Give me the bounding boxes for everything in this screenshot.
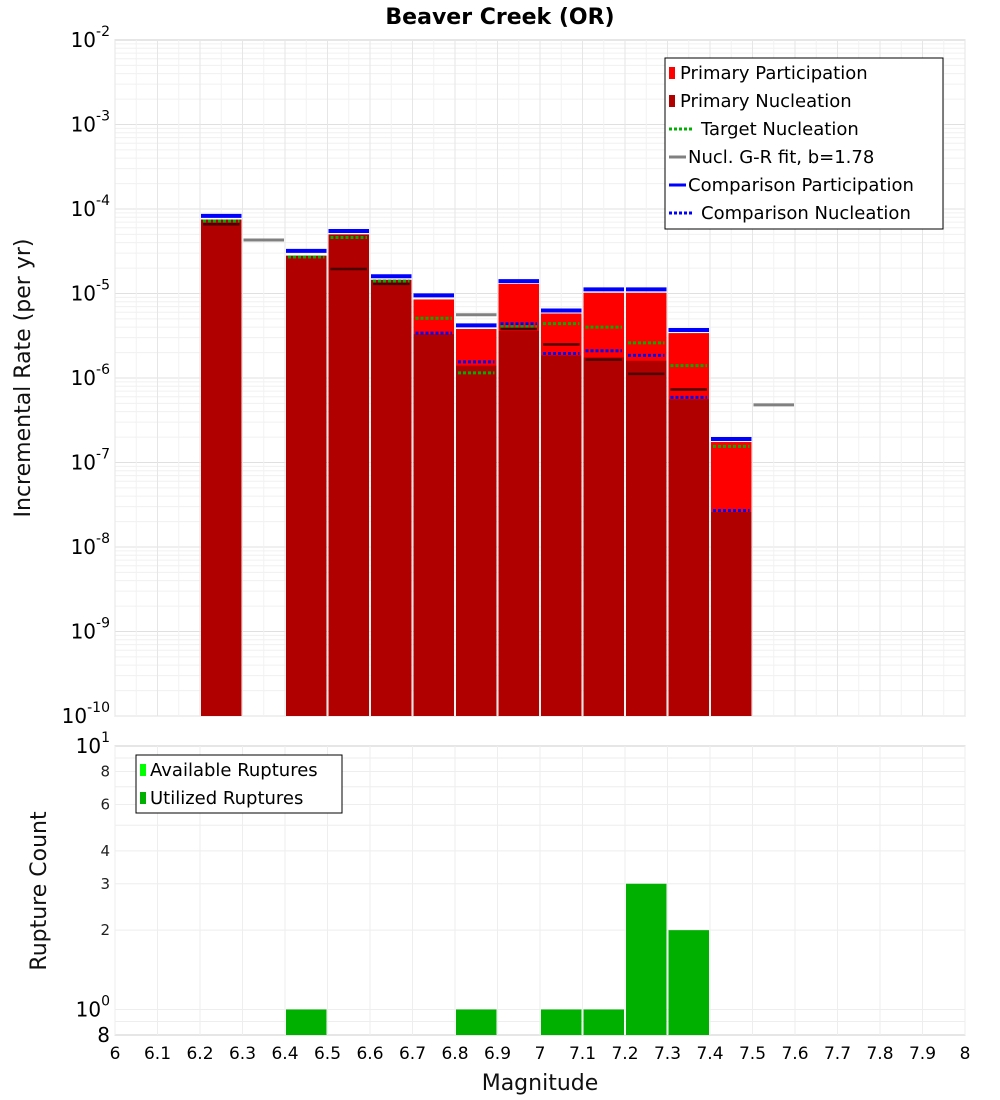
utilized-ruptures-bar (626, 883, 667, 1035)
rate-legend-box (664, 57, 944, 230)
legend-label: Comparison Nucleation (701, 203, 911, 224)
magnitude-x-tick-label: 6.1 (144, 1044, 171, 1064)
magnitude-x-tick-label: 7.8 (866, 1044, 893, 1064)
count-y-tick-label: 8 (97, 1023, 110, 1047)
magnitude-x-axis-ticks: 6 6.1 6.2 6.3 6.4 6.5 6.6 6.7 6.8 6.9 7 7.1 7.2 7.3 7.… (110, 1044, 971, 1064)
count-y-tick-label: 101 (76, 730, 110, 758)
count-y-tick-label: 100 (76, 993, 110, 1021)
count-y-axis-title: Rupture Count (27, 811, 52, 971)
rate-y-tick-label: 10-10 (62, 700, 110, 728)
count-y-tick-label: 8 (100, 763, 110, 781)
magnitude-x-tick-label: 6.6 (356, 1044, 383, 1064)
legend-label: Nucl. G-R fit, b=1.78 (688, 147, 874, 168)
legend-swatch (669, 67, 675, 79)
magnitude-x-tick-label: 7.7 (824, 1044, 851, 1064)
magnitude-x-tick-label: 6.5 (314, 1044, 341, 1064)
count-y-tick-label: 3 (100, 875, 110, 893)
magnitude-x-tick-label: 7 (535, 1044, 546, 1064)
utilized-ruptures-bar (541, 1009, 582, 1035)
count-y-tick-label: 6 (100, 795, 110, 813)
nucleation-bar (498, 330, 539, 716)
magnitude-x-axis-title: Magnitude (482, 1071, 599, 1096)
magnitude-x-tick-label: 6.3 (229, 1044, 256, 1064)
magnitude-x-tick-label: 7.2 (611, 1044, 638, 1064)
legend-label: Comparison Participation (688, 175, 914, 196)
magnitude-x-tick-label: 7.3 (654, 1044, 681, 1064)
rate-legend: Primary Participation Primary Nucleation T… (664, 57, 944, 230)
nucleation-bar (668, 399, 709, 716)
utilized-ruptures-bar (286, 1009, 327, 1035)
magnitude-x-tick-label: 6 (110, 1044, 121, 1064)
rate-y-axis-title: Incremental Rate (per yr) (11, 239, 36, 518)
count-plot-marks (286, 883, 709, 1035)
count-legend: Available Ruptures Utilized Ruptures (135, 754, 343, 814)
rate-y-tick-label: 10-9 (71, 616, 110, 644)
count-y-tick-label: 2 (100, 921, 110, 939)
nucleation-bar (328, 234, 369, 717)
nucleation-bar (583, 357, 624, 716)
magnitude-x-tick-label: 6.7 (399, 1044, 426, 1064)
legend-swatch (669, 95, 675, 107)
legend-label: Primary Participation (680, 63, 868, 84)
rate-y-tick-label: 10-5 (71, 278, 110, 306)
magnitude-x-tick-label: 6.2 (186, 1044, 213, 1064)
nucleation-bar (541, 355, 582, 716)
nucleation-bar (626, 360, 667, 716)
magnitude-x-tick-label: 6.9 (484, 1044, 511, 1064)
magnitude-x-tick-label: 7.6 (781, 1044, 808, 1064)
magnitude-x-tick-label: 7.1 (569, 1044, 596, 1064)
nucleation-bar (456, 365, 497, 716)
chart-title: Beaver Creek (OR) (385, 5, 614, 30)
nucleation-bar (413, 334, 454, 716)
utilized-ruptures-bar (668, 930, 709, 1035)
nucleation-bar (201, 219, 242, 717)
nucleation-bar (371, 279, 412, 716)
rate-plot-marks (201, 213, 794, 717)
rate-y-tick-label: 10-3 (71, 109, 110, 137)
magnitude-x-tick-label: 6.4 (271, 1044, 298, 1064)
rate-y-tick-label: 10-8 (71, 531, 110, 559)
magnitude-x-tick-label: 7.5 (739, 1044, 766, 1064)
legend-label: Primary Nucleation (680, 91, 852, 112)
rate-y-tick-label: 10-7 (71, 447, 110, 475)
rate-y-tick-label: 10-6 (71, 362, 111, 390)
magnitude-x-tick-label: 7.4 (696, 1044, 723, 1064)
magnitude-x-tick-label: 8 (960, 1044, 971, 1064)
count-legend-box (135, 754, 343, 814)
rate-y-axis-ticks: 10-2 10-3 10-4 10-5 10-6 10-7 10-8 10-9 10-10 (62, 24, 110, 728)
utilized-ruptures-bar (583, 1009, 624, 1035)
count-y-tick-label: 4 (100, 842, 110, 860)
rate-y-tick-label: 10-4 (71, 193, 111, 221)
utilized-ruptures-bar (456, 1009, 497, 1035)
rate-y-tick-label: 10-2 (71, 24, 110, 52)
legend-swatch (140, 764, 146, 776)
legend-label: Target Nucleation (700, 119, 859, 140)
legend-label: Available Ruptures (150, 760, 318, 781)
legend-swatch (140, 792, 146, 804)
legend-label: Utilized Ruptures (150, 788, 303, 809)
magnitude-x-tick-label: 7.9 (909, 1044, 936, 1064)
magnitude-x-tick-label: 6.8 (441, 1044, 468, 1064)
nucleation-bar (711, 511, 752, 716)
nucleation-bar (286, 255, 327, 716)
